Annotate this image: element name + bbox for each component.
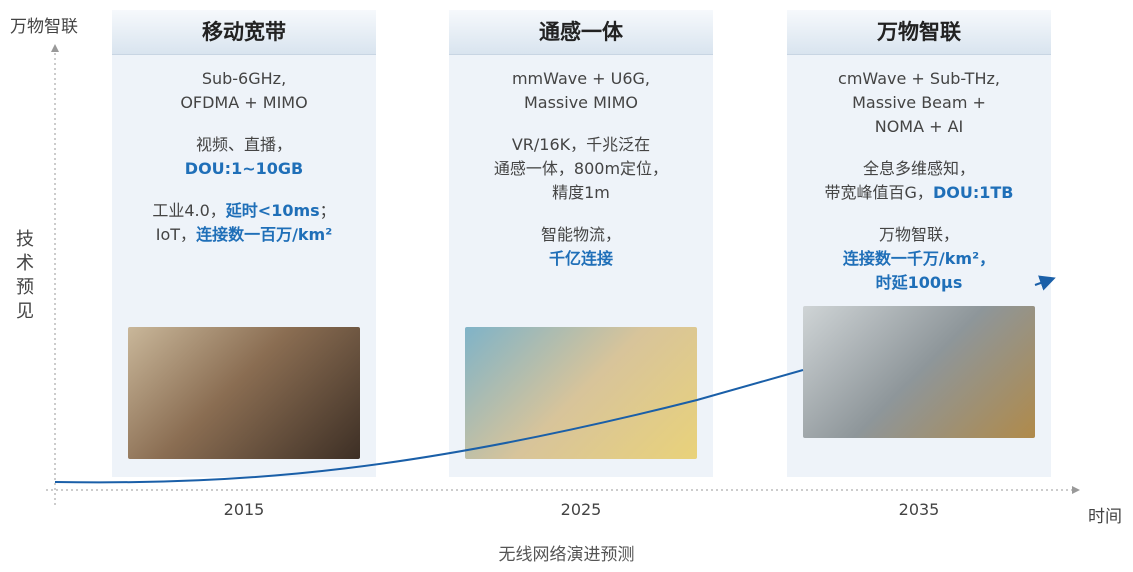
highlight-text: 延时<10ms [226, 201, 320, 220]
feature-line: 万物智联， [787, 223, 1051, 247]
photo [465, 327, 697, 459]
year-label: 2025 [521, 500, 641, 519]
tech-line: Massive Beam + [787, 91, 1051, 115]
feature-text: 全息多维感知， [863, 159, 975, 178]
year-label: 2035 [859, 500, 979, 519]
caption: 无线网络演进预测 [0, 540, 1133, 565]
tech-line: NOMA + AI [787, 115, 1051, 139]
highlight-text: DOU:1TB [933, 183, 1014, 202]
x-label: 时间 [1088, 502, 1122, 527]
feature-line: 时延100μs [787, 271, 1051, 295]
tech-line: cmWave + Sub-THz, [787, 67, 1051, 91]
feature-text: IoT， [156, 225, 196, 244]
feature-line: IoT，连接数一百万/km² [112, 223, 376, 247]
feature-text: 精度1m [552, 183, 610, 202]
feature-line: 带宽峰值百G，DOU:1TB [787, 181, 1051, 205]
year-label: 2015 [184, 500, 304, 519]
photo [128, 327, 360, 459]
feature-text: 带宽峰值百G， [825, 183, 933, 202]
feature-text: 通感一体，800m定位， [494, 159, 668, 178]
feature-line: DOU:1~10GB [112, 157, 376, 181]
feature-line: 工业4.0，延时<10ms； [112, 199, 376, 223]
highlight-text: DOU:1~10GB [185, 159, 303, 178]
feature-paragraph: 工业4.0，延时<10ms；IoT，连接数一百万/km² [112, 199, 376, 247]
feature-paragraph: VR/16K，千兆泛在通感一体，800m定位， 精度1m [449, 133, 713, 205]
feature-line: 精度1m [449, 181, 713, 205]
feature-text: 工业4.0， [152, 201, 225, 220]
tech-line: Massive MIMO [449, 91, 713, 115]
feature-line: 千亿连接 [449, 247, 713, 271]
feature-line: 智能物流， [449, 223, 713, 247]
feature-text: 万物智联， [879, 225, 959, 244]
feature-paragraph: 智能物流， 千亿连接 [449, 223, 713, 271]
feature-line: 全息多维感知， [787, 157, 1051, 181]
feature-text: 智能物流， [541, 225, 621, 244]
column-title: 通感一体 [449, 10, 713, 55]
photo [803, 306, 1035, 438]
column-title: 万物智联 [787, 10, 1051, 55]
feature-paragraph: 全息多维感知， 带宽峰值百G，DOU:1TB [787, 157, 1051, 205]
feature-text: 视频、直播， [196, 135, 292, 154]
tech-line: OFDMA + MIMO [112, 91, 376, 115]
highlight-text: 千亿连接 [549, 249, 613, 268]
highlight-text: 时延100μs [876, 273, 963, 292]
tech-text: Sub-6GHz,OFDMA + MIMO [112, 67, 376, 115]
feature-paragraph: 视频、直播， DOU:1~10GB [112, 133, 376, 181]
y-top-label: 万物智联 [10, 12, 78, 37]
feature-text: ； [320, 201, 336, 220]
page: 移动宽带 Sub-6GHz,OFDMA + MIMO 视频、直播， DOU:1~10G… [0, 0, 1133, 572]
feature-line: VR/16K，千兆泛在 [449, 133, 713, 157]
feature-paragraph: 万物智联， 连接数一千万/km²， 时延100μs [787, 223, 1051, 295]
feature-text: VR/16K，千兆泛在 [512, 135, 650, 154]
tech-text: cmWave + Sub-THz,Massive Beam +NOMA + AI [787, 67, 1051, 139]
feature-line: 连接数一千万/km²， [787, 247, 1051, 271]
column-title: 移动宽带 [112, 10, 376, 55]
feature-line: 视频、直播， [112, 133, 376, 157]
feature-line: 通感一体，800m定位， [449, 157, 713, 181]
y-label: 技术预见 [16, 228, 36, 324]
tech-text: mmWave + U6G,Massive MIMO [449, 67, 713, 115]
tech-line: mmWave + U6G, [449, 67, 713, 91]
highlight-text: 连接数一百万/km² [196, 225, 332, 244]
highlight-text: 连接数一千万/km²， [843, 249, 995, 268]
tech-line: Sub-6GHz, [112, 67, 376, 91]
